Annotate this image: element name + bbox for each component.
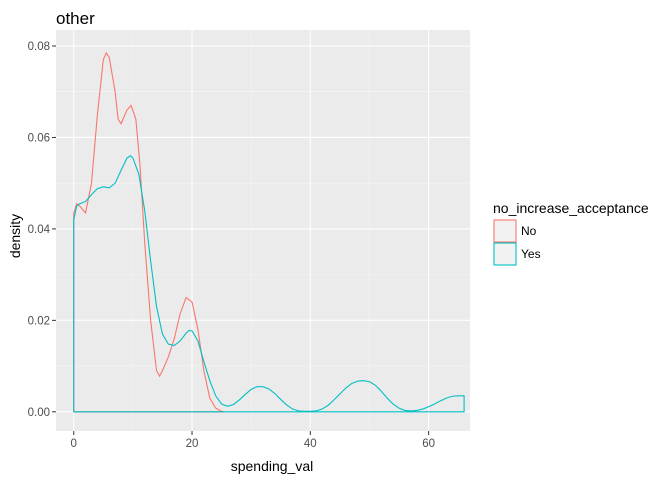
- x-axis-title: spending_val: [231, 458, 314, 474]
- legend-title: no_increase_acceptance: [493, 200, 649, 216]
- series-line-yes: [73, 155, 465, 413]
- series-layer: [73, 51, 465, 413]
- legend-label-no: No: [521, 224, 537, 238]
- series-line-no: [73, 51, 225, 413]
- y-axis-title: density: [7, 214, 23, 258]
- y-axis: 0.00 0.02 0.04 0.06 0.08: [28, 41, 56, 419]
- x-tick-label: 20: [186, 438, 199, 450]
- plot-panel: [56, 30, 470, 431]
- legend-label-yes: Yes: [521, 247, 541, 261]
- grid-minor: [56, 30, 470, 431]
- y-tick-label: 0.06: [28, 132, 50, 144]
- x-tick-label: 40: [304, 438, 317, 450]
- legend: no_increase_acceptance No Yes: [493, 200, 649, 266]
- x-tick-label: 60: [422, 438, 435, 450]
- chart-title: other: [56, 9, 95, 28]
- y-tick-label: 0.00: [28, 407, 50, 419]
- y-tick-label: 0.04: [28, 224, 51, 236]
- x-tick-label: 0: [71, 438, 77, 450]
- y-tick-label: 0.02: [28, 315, 50, 327]
- legend-key-yes: [493, 242, 517, 266]
- y-tick-label: 0.08: [28, 41, 50, 53]
- x-axis: 0 20 40 60: [71, 431, 435, 450]
- legend-key-no: [493, 219, 517, 243]
